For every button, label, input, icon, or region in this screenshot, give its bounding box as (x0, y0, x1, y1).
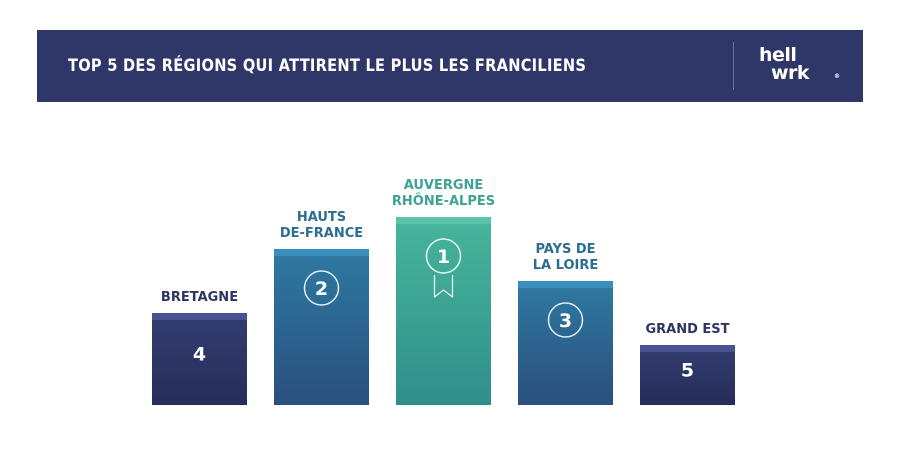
header-divider (733, 42, 734, 90)
category-label: DE-FRANCE (280, 226, 363, 241)
category-label: BRETAGNE (161, 290, 238, 305)
chart-header: TOP 5 DES RÉGIONS QUI ATTIRENT LE PLUS L… (37, 30, 863, 102)
category-label: AUVERGNE (404, 178, 484, 193)
category-label: GRAND EST (645, 322, 729, 337)
rank-ring (303, 270, 340, 306)
podium-bar (152, 313, 247, 405)
logo-text-line1: hell (759, 44, 797, 66)
rank-label: 1 (437, 246, 450, 268)
rank-label: 2 (315, 278, 328, 300)
podium-bar-cap (396, 217, 491, 224)
podium-bar-group: BRETAGNE 4 (152, 290, 247, 405)
ribbon-medal-icon (433, 275, 454, 298)
rank-ring (547, 302, 584, 338)
rank-label: 3 (559, 310, 572, 332)
logo-text-line2: wrk (771, 62, 810, 84)
podium-bar-cap (640, 345, 735, 352)
podium-bar (518, 281, 613, 405)
category-label: LA LOIRE (533, 258, 598, 273)
podium-bar-group: GRAND EST 5 (640, 322, 735, 405)
podium-bar (396, 217, 491, 405)
podium-bar-cap (152, 313, 247, 320)
podium-bar (640, 345, 735, 405)
category-label: RHÔNE-ALPES (392, 193, 495, 209)
rank-label: 5 (681, 360, 694, 382)
chart-title: TOP 5 DES RÉGIONS QUI ATTIRENT LE PLUS L… (68, 56, 587, 76)
podium-bar-cap (518, 281, 613, 288)
rank-label: 4 (193, 344, 206, 366)
category-label: PAYS DE (535, 242, 595, 257)
rank-ring (425, 238, 462, 274)
category-label: HAUTS (297, 210, 346, 225)
podium-bar-cap (274, 249, 369, 256)
hellowork-logo: hell wrk ® (759, 44, 843, 88)
logo-registered-mark: ® (834, 73, 840, 80)
podium-bar (274, 249, 369, 405)
